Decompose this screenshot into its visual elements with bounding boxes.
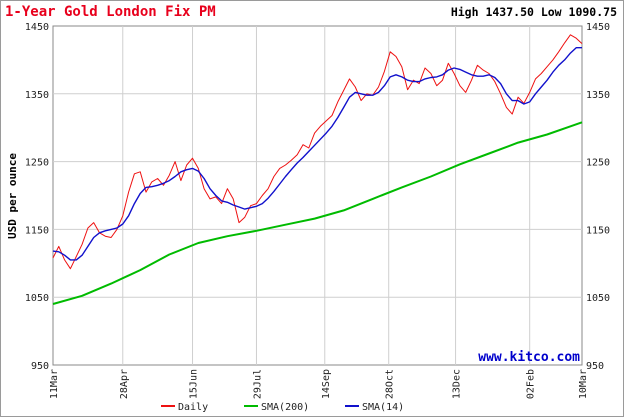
y-axis-right-ticks: 950 1050 1150 1250 1350 1450: [586, 22, 610, 372]
y-axis-label: USD per ounce: [6, 153, 19, 239]
plot-area: [52, 25, 583, 366]
y-tick-label-right: 1350: [586, 90, 610, 101]
y-tick-label-right: 950: [586, 361, 604, 372]
chart-title: 1-Year Gold London Fix PM: [5, 4, 216, 20]
watermark-kitco: www.kitco.com: [478, 350, 580, 365]
legend-label: SMA(14): [362, 402, 404, 413]
y-tick-label-left: 950: [31, 361, 49, 372]
x-tick-label: 11Mar: [49, 369, 60, 399]
y-tick-label-left: 1250: [25, 158, 49, 169]
x-tick-label: 29Jul: [252, 369, 263, 399]
y-tick-label-left: 1050: [25, 293, 49, 304]
series-lines: [52, 34, 583, 305]
x-tick-label: 28Apr: [119, 369, 130, 399]
legend: Daily SMA(200) SMA(14): [161, 402, 404, 413]
x-tick-label: 13Dec: [452, 369, 463, 399]
y-tick-label-left: 1350: [25, 90, 49, 101]
legend-label: Daily: [178, 402, 208, 413]
x-tick-label: 28Oct: [385, 369, 396, 399]
sma-14-line: [52, 47, 582, 261]
x-tick-label: 15Jun: [189, 369, 200, 399]
y-tick-label-right: 1450: [586, 22, 610, 33]
high-low-readout: High 1437.50 Low 1090.75: [451, 5, 617, 19]
daily-price-line: [52, 34, 583, 270]
y-tick-label-left: 1150: [25, 225, 49, 236]
x-tick-label: 02Feb: [526, 369, 537, 399]
x-tick-label: 14Sep: [321, 369, 332, 399]
gridlines: [53, 26, 582, 365]
y-tick-label-left: 1450: [25, 22, 49, 33]
y-axis-left-ticks: 950 1050 1150 1250 1350 1450: [25, 22, 49, 372]
sma-200-line: [52, 121, 583, 305]
y-tick-label-right: 1150: [586, 225, 610, 236]
y-tick-label-right: 1050: [586, 293, 610, 304]
y-tick-label-right: 1250: [586, 158, 610, 169]
legend-label: SMA(200): [261, 402, 309, 413]
x-axis-ticks: 11Mar 28Apr 15Jun 29Jul 14Sep 28Oct 13Dec 02Feb…: [49, 369, 589, 399]
x-tick-label: 10Mar: [578, 369, 589, 399]
